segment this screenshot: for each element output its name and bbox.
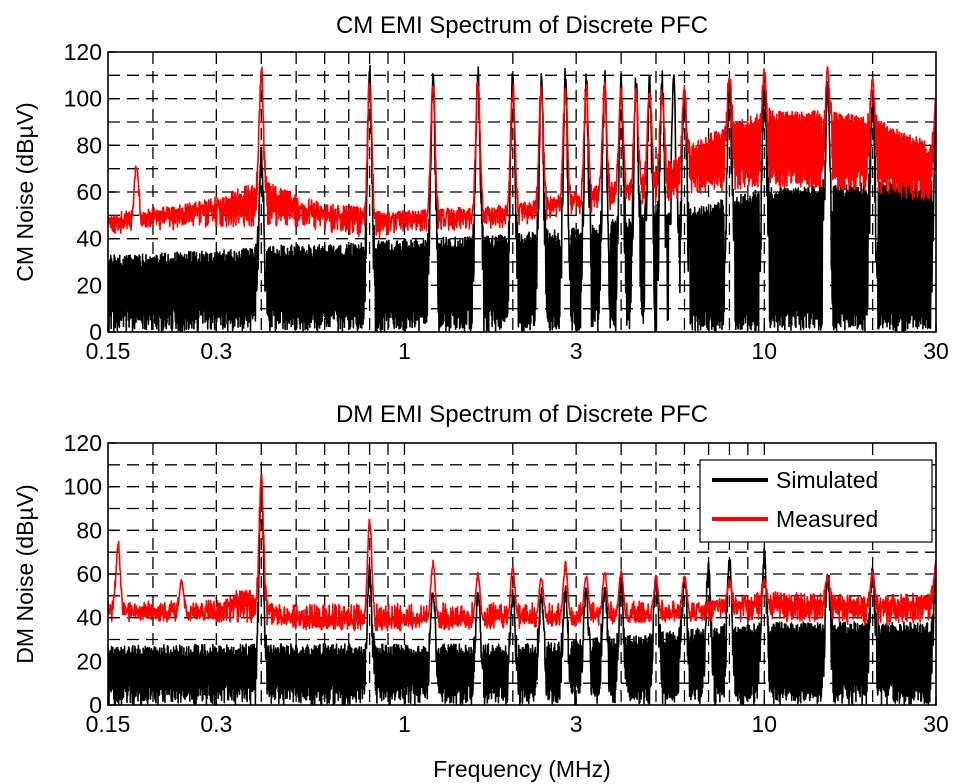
- x-tick-label: 0.15: [86, 338, 131, 364]
- y-tick-label: 60: [76, 561, 102, 587]
- cm-plot-area: [108, 64, 936, 332]
- y-tick-label: 120: [64, 39, 102, 65]
- series-line-simulated: [108, 64, 936, 332]
- x-tick-label: 30: [923, 338, 949, 364]
- y-tick-label: 60: [76, 179, 102, 205]
- x-tick-label: 1: [398, 711, 411, 737]
- y-tick-label: 100: [64, 86, 102, 112]
- cm-chart-title: CM EMI Spectrum of Discrete PFC: [336, 12, 708, 39]
- series-line-simulated: [108, 473, 936, 705]
- y-tick-label: 120: [64, 430, 102, 456]
- series-line-measured: [108, 474, 936, 632]
- legend-box: [699, 459, 933, 543]
- dm-x-axis-label: Frequency (MHz): [433, 756, 611, 782]
- x-tick-label: 30: [923, 711, 949, 737]
- cm-ticks: 0 20 40 60 80 100 120 0.15 0.3 1 3 10 30: [64, 39, 949, 364]
- y-tick-label: 80: [76, 517, 102, 543]
- legend: Simulated Measured: [699, 459, 933, 543]
- x-tick-label: 10: [752, 711, 778, 737]
- legend-label-simulated: Simulated: [776, 467, 878, 493]
- y-tick-label: 40: [76, 226, 102, 252]
- y-tick-label: 20: [76, 648, 102, 674]
- x-tick-label: 0.3: [200, 338, 232, 364]
- x-tick-label: 3: [570, 711, 583, 737]
- dm-plot-area: [108, 473, 936, 705]
- series-line-measured: [108, 66, 936, 238]
- x-tick-label: 10: [752, 338, 778, 364]
- x-tick-label: 1: [398, 338, 411, 364]
- x-tick-label: 3: [570, 338, 583, 364]
- dm-chart: DM EMI Spectrum of Discrete PFC 0 20 40 60 8…: [12, 401, 949, 782]
- cm-y-axis-label: CM Noise (dBµV): [12, 102, 38, 281]
- x-tick-label: 0.3: [200, 711, 232, 737]
- y-tick-label: 80: [76, 132, 102, 158]
- x-tick-label: 0.15: [86, 711, 131, 737]
- y-tick-label: 40: [76, 605, 102, 631]
- y-tick-label: 0: [89, 692, 102, 718]
- cm-chart: CM EMI Spectrum of Discrete PFC 0 20 40 60 8…: [12, 12, 949, 364]
- dm-chart-title: DM EMI Spectrum of Discrete PFC: [336, 401, 708, 428]
- legend-label-measured: Measured: [776, 506, 878, 532]
- y-tick-label: 20: [76, 272, 102, 298]
- dm-y-axis-label: DM Noise (dBµV): [12, 484, 38, 663]
- y-tick-label: 100: [64, 474, 102, 500]
- y-tick-label: 0: [89, 319, 102, 345]
- dm-ticks: 0 20 40 60 80 100 120 0.15 0.3 1 3 10 30: [64, 430, 949, 737]
